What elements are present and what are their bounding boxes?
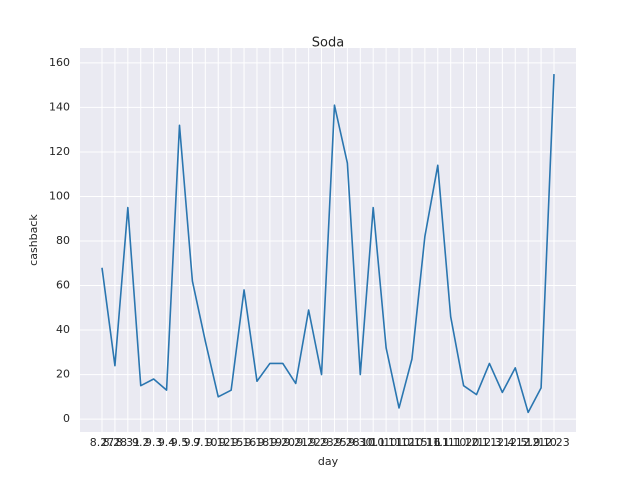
x-tick-label: 9.23	[309, 436, 334, 449]
x-tick-label: 9.30	[348, 436, 373, 449]
x-tick-label: 9.20	[271, 436, 296, 449]
x-tick-label: 9.3	[145, 436, 163, 449]
x-tick-label: 9.16	[232, 436, 257, 449]
x-tick-label: 10.15	[396, 436, 428, 449]
y-tick-label: 120	[49, 145, 70, 158]
x-tick-label: 8.31	[116, 436, 141, 449]
x-tick-label: 9.19	[258, 436, 283, 449]
x-tick-label: 9.28	[335, 436, 360, 449]
y-tick-label: 140	[49, 100, 70, 113]
y-tick-label: 80	[56, 234, 70, 247]
x-tick-label: 9.10	[193, 436, 218, 449]
x-tick-label: 9.18	[245, 436, 270, 449]
x-tick-label: 11.10	[435, 436, 467, 449]
x-axis-label: day	[318, 455, 339, 468]
y-tick-label: 20	[56, 368, 70, 381]
x-tick-label: 10.16	[409, 436, 441, 449]
x-tick-label: 10.12	[383, 436, 415, 449]
x-tick-label: 9.21	[283, 436, 308, 449]
y-tick-label: 160	[49, 56, 70, 69]
x-tick-label: 9.22	[296, 436, 321, 449]
chart-title: Soda	[312, 36, 344, 51]
x-tick-label: 8.28	[103, 436, 128, 449]
x-tick-label: 12.1	[464, 436, 489, 449]
x-tick-label: 9.5	[171, 436, 189, 449]
line-series	[101, 74, 555, 414]
x-tick-label: 9.12	[206, 436, 231, 449]
x-tick-label: 12.5	[503, 436, 528, 449]
x-tick-label: 8.27	[90, 436, 115, 449]
y-tick-label: 100	[49, 189, 70, 202]
x-tick-label: 11.20	[448, 436, 480, 449]
x-tick-label: 9.25	[322, 436, 347, 449]
x-tick-label: 12.3	[477, 436, 502, 449]
y-axis-label: cashback	[27, 214, 40, 266]
x-tick-label: 9.2	[132, 436, 150, 449]
y-tick-label: 40	[56, 323, 70, 336]
x-tick-label: 12.9	[516, 436, 541, 449]
x-tick-label: 12.10	[525, 436, 557, 449]
x-tick-label: 9.4	[158, 436, 176, 449]
y-tick-label: 60	[56, 279, 70, 292]
y-tick-label: 0	[63, 412, 70, 425]
x-tick-label: 9.7	[184, 436, 202, 449]
x-tick-label: 12.23	[538, 436, 570, 449]
x-tick-label: 10.11	[370, 436, 402, 449]
x-tick-label: 10.1	[361, 436, 386, 449]
x-tick-label: 9.15	[219, 436, 244, 449]
x-tick-label: 11.1	[426, 436, 451, 449]
x-tick-label: 12.4	[490, 436, 515, 449]
